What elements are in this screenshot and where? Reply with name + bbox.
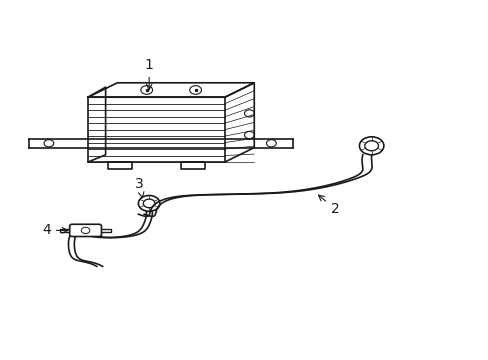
Text: 4: 4	[42, 224, 68, 237]
Text: 3: 3	[135, 177, 143, 198]
Text: 2: 2	[318, 195, 339, 216]
Text: 1: 1	[144, 58, 153, 90]
FancyBboxPatch shape	[69, 224, 102, 237]
